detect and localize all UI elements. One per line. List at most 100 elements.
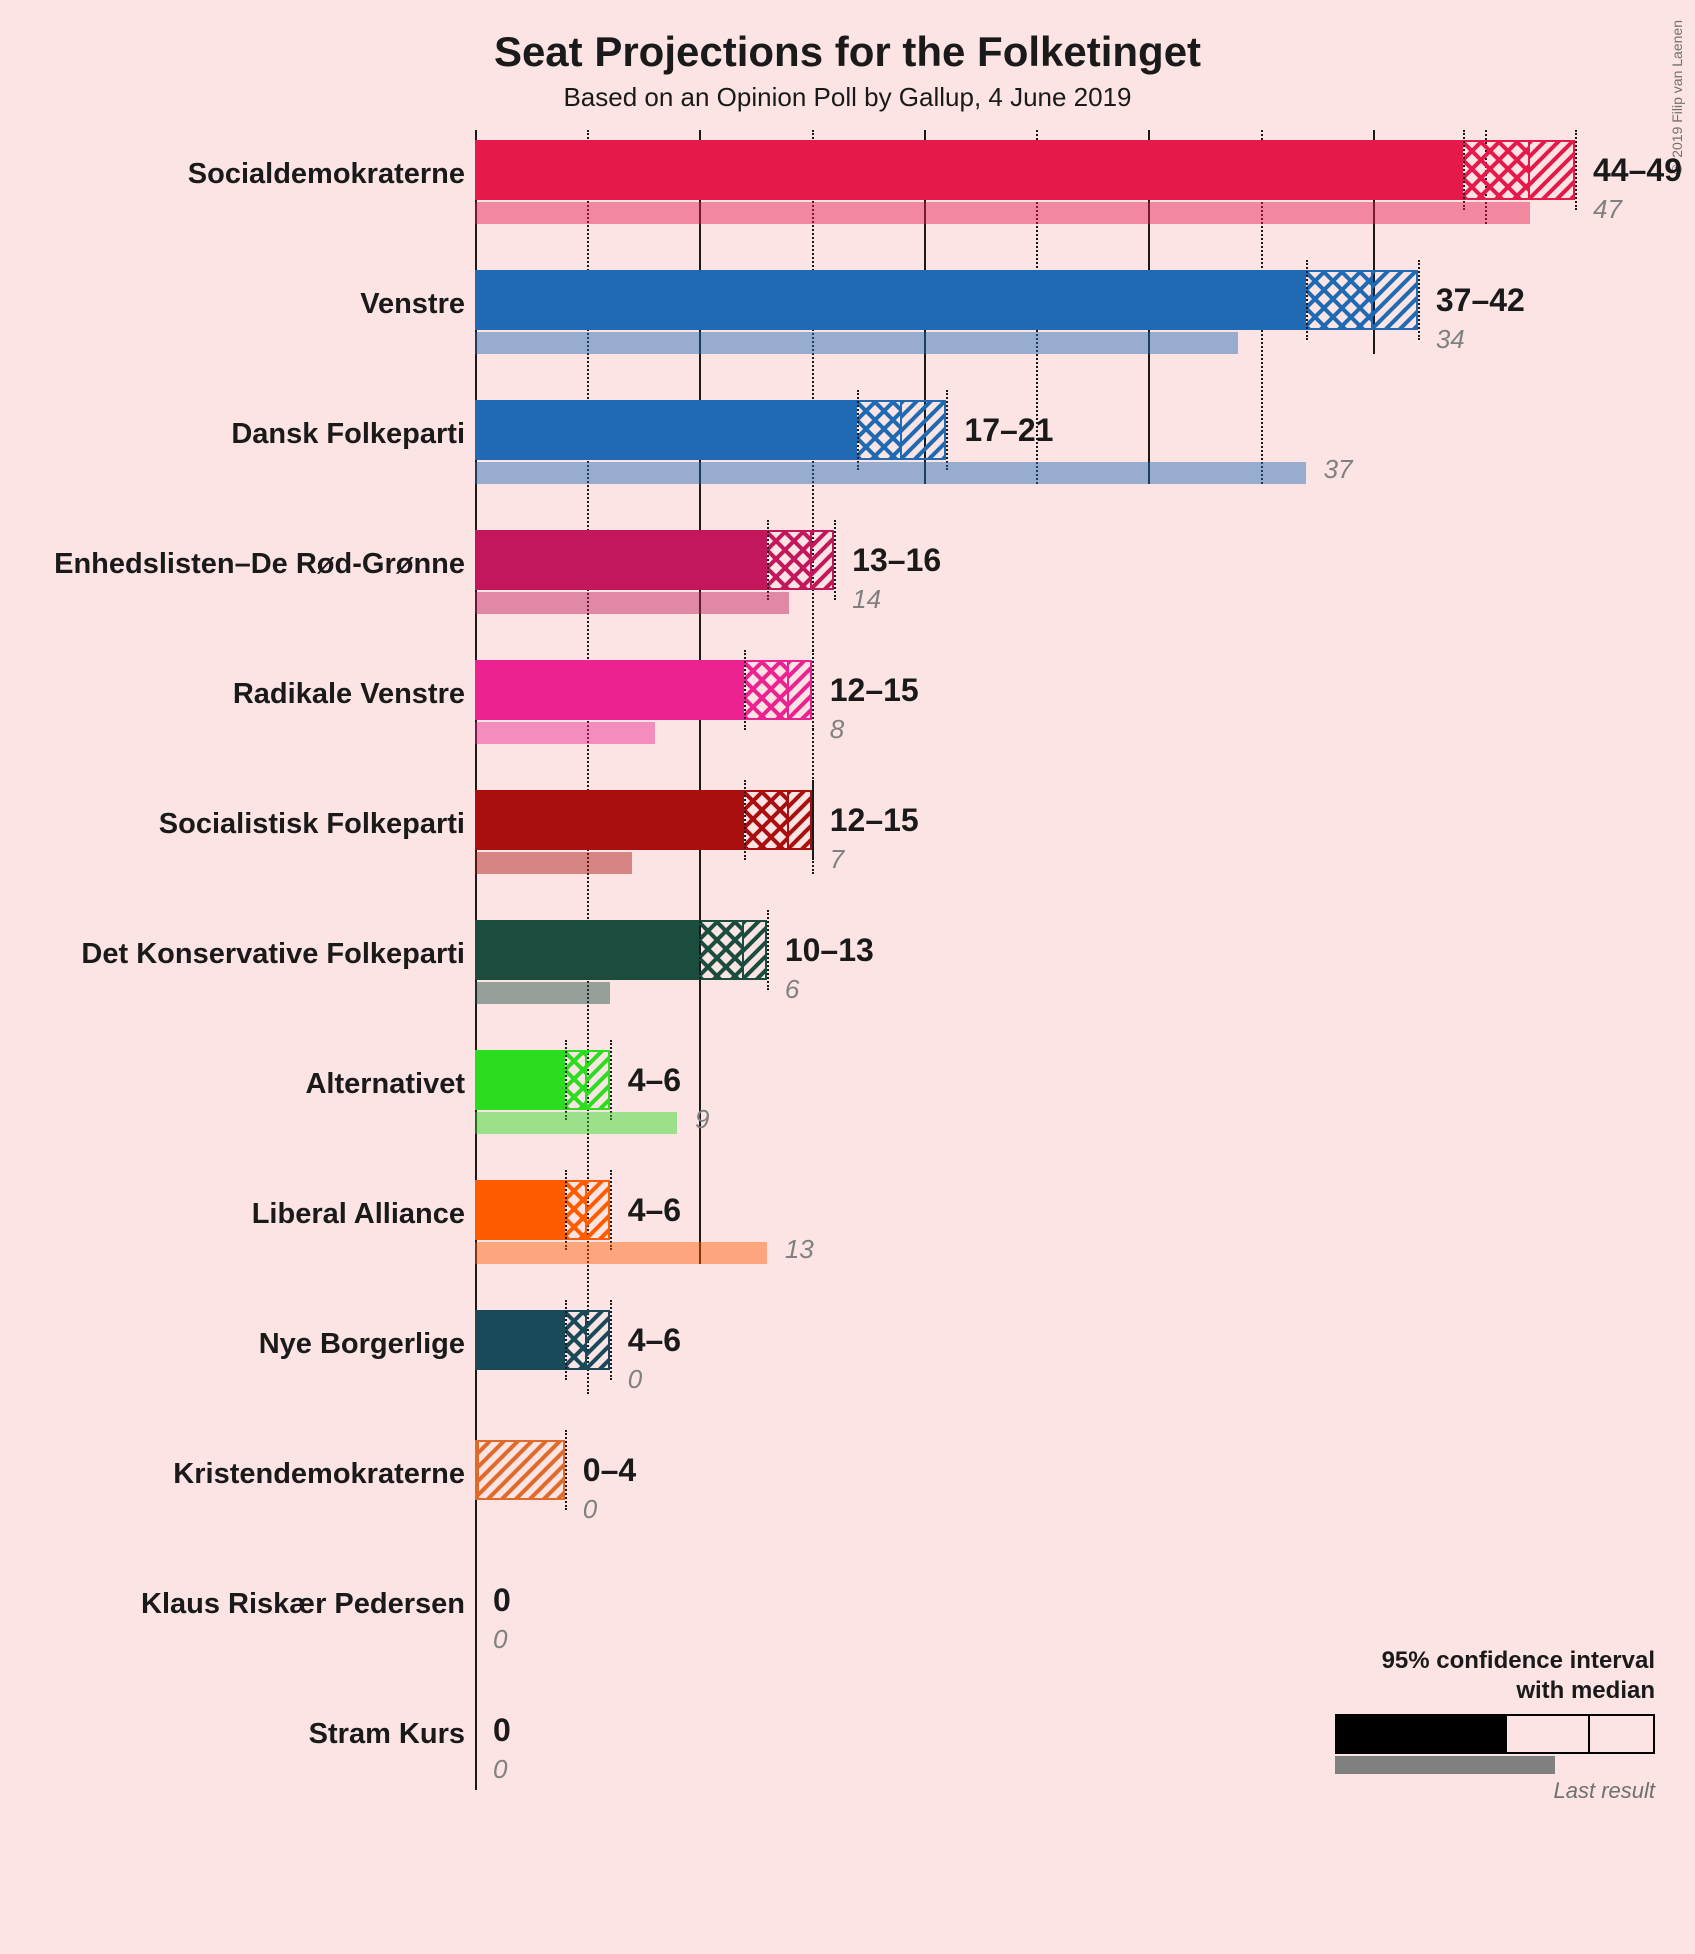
party-label: Stram Kurs bbox=[309, 1718, 465, 1751]
bar-solid-segment bbox=[475, 660, 744, 720]
ci-marker bbox=[812, 650, 814, 730]
bar-solid-segment bbox=[475, 530, 767, 590]
ci-marker bbox=[812, 780, 814, 860]
ci-marker bbox=[744, 780, 746, 860]
party-row: Socialistisk Folkeparti 12–15 7 bbox=[0, 790, 1695, 920]
range-label: 12–15 bbox=[830, 802, 919, 839]
bar-diagonal-segment bbox=[812, 530, 834, 590]
ci-marker bbox=[610, 1300, 612, 1380]
bar-solid-segment bbox=[475, 1310, 565, 1370]
ci-marker bbox=[565, 1430, 567, 1510]
legend: 95% confidence intervalwith medianLast r… bbox=[1335, 1646, 1655, 1804]
last-result-label: 8 bbox=[830, 714, 844, 745]
bar-diagonal-segment bbox=[789, 790, 811, 850]
ci-marker bbox=[610, 1170, 612, 1250]
last-result-label: 6 bbox=[785, 974, 799, 1005]
range-label: 10–13 bbox=[785, 932, 874, 969]
bar-solid-segment bbox=[475, 920, 699, 980]
ci-marker bbox=[565, 1040, 567, 1120]
party-row: Nye Borgerlige 4–6 0 bbox=[0, 1310, 1695, 1440]
ci-marker bbox=[565, 1170, 567, 1250]
bar-solid-segment bbox=[475, 140, 1463, 200]
party-label: Venstre bbox=[360, 288, 465, 321]
bar-diagonal-segment bbox=[789, 660, 811, 720]
party-label: Enhedslisten–De Rød-Grønne bbox=[54, 548, 465, 581]
page-subtitle: Based on an Opinion Poll by Gallup, 4 Ju… bbox=[0, 82, 1695, 113]
page-title: Seat Projections for the Folketinget bbox=[0, 0, 1695, 76]
party-label: Kristendemokraterne bbox=[173, 1458, 465, 1491]
bar-solid-segment bbox=[475, 790, 744, 850]
last-result-label: 0 bbox=[583, 1494, 597, 1525]
range-label: 0–4 bbox=[583, 1452, 636, 1489]
legend-last-bar bbox=[1335, 1756, 1555, 1774]
ci-marker bbox=[1575, 130, 1577, 210]
last-result-label: 7 bbox=[830, 844, 844, 875]
ci-marker bbox=[946, 390, 948, 470]
bar-diagonal-segment bbox=[1530, 140, 1575, 200]
range-label: 13–16 bbox=[852, 542, 941, 579]
bar-crosshatch-segment bbox=[744, 790, 789, 850]
bar-solid-segment bbox=[475, 1180, 565, 1240]
bar-last-result bbox=[475, 462, 1306, 484]
bar-crosshatch-segment bbox=[1463, 140, 1530, 200]
party-row: Det Konservative Folkeparti 10–13 6 bbox=[0, 920, 1695, 1050]
party-row: Venstre37–4234 bbox=[0, 270, 1695, 400]
range-label: 17–21 bbox=[964, 412, 1053, 449]
last-result-label: 34 bbox=[1436, 324, 1465, 355]
bar-diagonal-segment bbox=[902, 400, 947, 460]
range-label: 4–6 bbox=[628, 1192, 681, 1229]
range-label: 4–6 bbox=[628, 1062, 681, 1099]
bar-diagonal-segment bbox=[587, 1180, 609, 1240]
party-row: Alternativet 4–6 9 bbox=[0, 1050, 1695, 1180]
legend-diagonal bbox=[1590, 1714, 1655, 1754]
bar-solid-segment bbox=[475, 400, 857, 460]
bar-diagonal-segment bbox=[587, 1310, 609, 1370]
ci-marker bbox=[610, 1040, 612, 1120]
last-result-label: 37 bbox=[1324, 454, 1353, 485]
range-label: 4–6 bbox=[628, 1322, 681, 1359]
last-result-label: 0 bbox=[628, 1364, 642, 1395]
last-result-label: 0 bbox=[493, 1754, 507, 1785]
bar-last-result bbox=[475, 592, 789, 614]
ci-marker bbox=[1306, 260, 1308, 340]
bar-solid-segment bbox=[475, 1050, 565, 1110]
party-row: Enhedslisten–De Rød-Grønne13–1614 bbox=[0, 530, 1695, 660]
bar-last-result bbox=[475, 1242, 767, 1264]
last-result-label: 47 bbox=[1593, 194, 1622, 225]
bar-diagonal-segment bbox=[587, 1050, 609, 1110]
party-label: Socialistisk Folkeparti bbox=[159, 808, 465, 841]
ci-marker bbox=[834, 520, 836, 600]
range-label: 44–49 bbox=[1593, 152, 1682, 189]
party-row: Radikale Venstre12–158 bbox=[0, 660, 1695, 790]
bar-crosshatch-segment bbox=[699, 920, 744, 980]
bar-diagonal-segment bbox=[744, 920, 766, 980]
bar-solid-segment bbox=[475, 270, 1306, 330]
bar-last-result bbox=[475, 202, 1530, 224]
party-row: Dansk Folkeparti17–2137 bbox=[0, 400, 1695, 530]
last-result-label: 9 bbox=[695, 1104, 709, 1135]
party-label: Det Konservative Folkeparti bbox=[81, 938, 465, 971]
ci-marker bbox=[744, 650, 746, 730]
range-label: 12–15 bbox=[830, 672, 919, 709]
ci-marker bbox=[699, 910, 701, 990]
party-label: Nye Borgerlige bbox=[259, 1328, 465, 1361]
party-row: Socialdemokraterne44–4947 bbox=[0, 140, 1695, 270]
range-label: 0 bbox=[493, 1712, 511, 1749]
bar-diagonal-segment bbox=[1373, 270, 1418, 330]
seat-projection-chart: Socialdemokraterne44–4947Venstre37–4234D… bbox=[0, 130, 1695, 1954]
bar-crosshatch-segment bbox=[1306, 270, 1373, 330]
last-result-label: 0 bbox=[493, 1624, 507, 1655]
bar-diagonal-segment bbox=[475, 1440, 565, 1500]
legend-title: 95% confidence intervalwith median bbox=[1335, 1646, 1655, 1706]
bar-crosshatch-segment bbox=[767, 530, 812, 590]
bar-crosshatch-segment bbox=[565, 1310, 587, 1370]
party-label: Alternativet bbox=[305, 1068, 465, 1101]
party-row: Liberal Alliance4–613 bbox=[0, 1180, 1695, 1310]
ci-marker bbox=[857, 390, 859, 470]
party-row: Kristendemokraterne 0–4 0 bbox=[0, 1440, 1695, 1570]
ci-marker bbox=[565, 1300, 567, 1380]
legend-solid bbox=[1335, 1714, 1505, 1754]
bar-last-result bbox=[475, 1112, 677, 1134]
ci-marker bbox=[1463, 130, 1465, 210]
bar-crosshatch-segment bbox=[857, 400, 902, 460]
